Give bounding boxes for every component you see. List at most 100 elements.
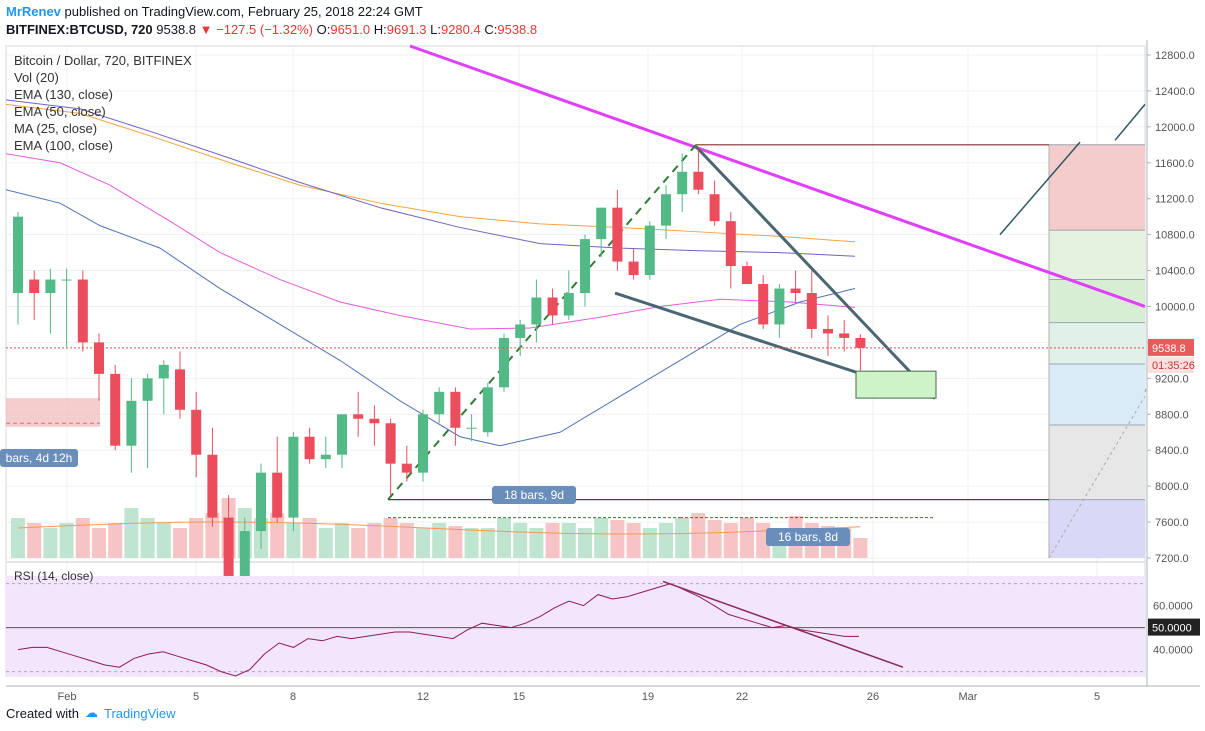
time-axis-label: 5 — [193, 691, 199, 700]
candle-body — [725, 221, 736, 267]
range-tag-left-bg — [0, 449, 78, 467]
rsi-line — [17, 583, 859, 677]
candle — [45, 268, 56, 334]
candle-body — [158, 364, 169, 379]
volume-bar — [432, 523, 447, 558]
candle — [628, 248, 639, 280]
candle — [401, 445, 412, 482]
legend-ma25: MA (25, close) — [14, 121, 98, 136]
volume-bar — [626, 523, 641, 558]
candle-body — [677, 171, 688, 195]
candle — [612, 189, 623, 271]
price-change: ▼ −127.5 (−1.32%) — [199, 22, 313, 37]
target-box — [855, 370, 937, 399]
time-axis: Feb 5 8 12 15 19 22 26 Mar 5 — [6, 685, 1200, 700]
time-axis-label: Mar — [959, 691, 978, 700]
candle-body — [77, 279, 88, 343]
volume-bar — [140, 518, 155, 558]
volume-bar — [497, 518, 511, 558]
legend-ema130: EMA (130, close) — [14, 87, 113, 102]
volume-bar — [383, 518, 398, 558]
candle — [126, 378, 137, 473]
candle-body — [110, 373, 121, 446]
legend-ema50: EMA (50, close) — [14, 104, 106, 119]
range-tag-right: 16 bars, 8d — [766, 528, 850, 546]
candle — [758, 275, 769, 329]
candle — [223, 495, 234, 576]
candle-body — [499, 337, 509, 388]
candle-body — [839, 333, 850, 338]
candle — [839, 319, 850, 352]
fib-dashed — [1048, 396, 1146, 559]
axis-tick-label: 11200.0 — [1155, 194, 1194, 206]
chart-legend: Bitcoin / Dollar, 720, BITFINEX Vol (20)… — [14, 52, 192, 154]
candle — [725, 212, 736, 289]
candle — [823, 315, 833, 356]
symbol-line: BITFINEX:BTCUSD, 720 9538.8 ▼ −127.5 (−1… — [6, 22, 537, 37]
candle — [450, 387, 461, 446]
volume-bar — [594, 518, 609, 558]
candle — [320, 436, 331, 469]
candle — [77, 270, 88, 352]
axis-tick-label: 10000.0 — [1155, 301, 1195, 313]
candle-body — [563, 293, 574, 316]
volume-bar — [59, 523, 74, 558]
candle — [482, 382, 493, 437]
low-value: 9280.4 — [440, 22, 481, 37]
candle-body — [434, 391, 445, 415]
volume-bar — [464, 528, 479, 558]
candle-body — [515, 324, 526, 338]
last-price: 9538.8 — [156, 22, 197, 37]
fib-zone — [1049, 363, 1145, 426]
rsi-tick-label: 60.0000 — [1153, 601, 1193, 613]
time-axis-label: 12 — [417, 691, 429, 700]
candle-body — [547, 297, 558, 316]
range-tag-mid-bg — [492, 486, 576, 504]
tradingview-link[interactable]: TradingView — [103, 705, 176, 721]
author-link[interactable]: MrRenev — [6, 4, 61, 19]
high-label: H: — [373, 22, 387, 37]
volume-bar — [286, 523, 301, 558]
axis-tick-label: 12000.0 — [1155, 122, 1195, 134]
candle — [158, 360, 169, 415]
volume-bar — [367, 523, 382, 558]
volume-bar — [578, 528, 592, 558]
price-chart[interactable]: bars, 4d 12h 18 bars, 9d 16 bars, 8d 12 800… — [0, 40, 1205, 700]
fib-zone — [1049, 230, 1145, 280]
volume-bar — [43, 528, 58, 558]
rsi-trendline — [662, 580, 904, 668]
candle — [580, 234, 590, 307]
publish-line: MrRenev published on TradingView.com, Fe… — [6, 4, 423, 19]
axis-tick-label: 9200.0 — [1155, 373, 1189, 385]
candle — [13, 212, 23, 325]
rsi-tick-label: 40.0000 — [1153, 645, 1193, 657]
close-label: C: — [484, 22, 498, 37]
time-axis-label: 19 — [642, 691, 654, 700]
candle — [110, 364, 121, 451]
axis-tick-label: 8000.0 — [1155, 481, 1189, 493]
fib-zone — [1049, 144, 1145, 231]
rsi-pane: 60.0000 40.0000 50.0000 — [6, 576, 1200, 677]
volume-bar — [108, 523, 123, 558]
volume-bar — [853, 538, 868, 558]
tradingview-logo-icon[interactable]: ☁ — [84, 705, 98, 720]
candle — [29, 270, 40, 320]
range-tag-mid-text: 18 bars, 9d — [504, 488, 564, 502]
volume-bar — [189, 518, 204, 558]
candle-body — [369, 418, 380, 424]
ma-25 — [5, 189, 856, 447]
candle-body — [596, 207, 607, 240]
volume-bar — [707, 520, 722, 558]
time-axis-label: Feb — [58, 691, 77, 700]
volume-bar — [529, 528, 544, 558]
range-tag-left: bars, 4d 12h — [0, 449, 78, 467]
rsi-current-bg — [1148, 618, 1200, 636]
fib-zone — [1049, 499, 1145, 558]
candle — [61, 268, 72, 347]
candle-body — [806, 293, 817, 329]
rsi-legend: RSI (14, close) — [14, 569, 94, 583]
candle — [563, 270, 574, 320]
candle-body — [94, 342, 104, 374]
legend-symbol: Bitcoin / Dollar, 720, BITFINEX — [14, 53, 192, 68]
volume-bar — [75, 518, 90, 558]
